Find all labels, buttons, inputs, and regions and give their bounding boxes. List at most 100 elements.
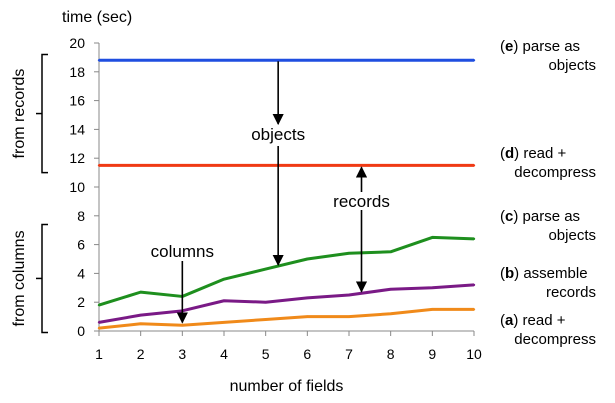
data-point-b [389, 288, 392, 291]
data-point-d [222, 164, 226, 167]
data-point-b [264, 301, 267, 304]
data-point-e [222, 59, 226, 62]
x-tick-label: 5 [262, 346, 270, 362]
data-point-a [264, 318, 267, 321]
legend-label-c: (c) parse as [500, 208, 580, 225]
y-tick-label: 16 [69, 93, 85, 109]
legend-line1: read + [523, 145, 566, 162]
x-axis-title: number of fields [230, 378, 344, 395]
x-tick-label: 6 [303, 346, 311, 362]
columns-label: columns [151, 242, 214, 261]
data-point-d [264, 164, 267, 167]
legend-line1: assemble [523, 265, 587, 282]
data-point-c [472, 237, 476, 241]
data-point-e [264, 59, 267, 62]
data-point-a [181, 324, 184, 327]
legend-letter: e [505, 38, 513, 55]
y-tick-label: 6 [77, 237, 85, 253]
y-tick-label: 2 [77, 294, 85, 310]
series-lines [97, 58, 476, 330]
legend-line1: parse as [523, 38, 581, 55]
x-tick-label: 7 [345, 346, 353, 362]
x-tick-label: 2 [137, 346, 145, 362]
data-point-d [472, 164, 476, 167]
y-tick-label: 20 [69, 35, 85, 51]
data-point-a [347, 315, 351, 318]
data-point-d [139, 164, 142, 167]
data-point-e [347, 59, 351, 62]
from-records-bracket [41, 53, 48, 174]
data-point-b [431, 286, 434, 289]
legend-letter: c [505, 208, 513, 225]
data-point-c [389, 250, 392, 253]
data-point-d [97, 164, 101, 167]
legend-label-d: (d) read + [500, 145, 567, 162]
x-tick-label: 1 [95, 346, 103, 362]
series-line-b [98, 283, 475, 324]
legend-letter: d [505, 145, 514, 162]
data-point-c [306, 257, 309, 261]
legend-label-b: (b) assemble [500, 265, 588, 282]
from-records-label: from records [11, 69, 28, 159]
legend: (e) parse as objects (d) read + decompress (… [500, 38, 596, 348]
legend-line2-d: decompress [514, 164, 596, 181]
y-tick-label: 4 [77, 265, 85, 281]
x-tick-label: 4 [220, 346, 228, 362]
y-tick-label: 18 [69, 64, 85, 80]
y-tick-label: 0 [77, 323, 85, 339]
legend-line1: parse as [523, 208, 581, 225]
y-tick-label: 8 [77, 208, 85, 224]
data-point-d [306, 164, 309, 167]
objects-label: objects [251, 125, 305, 144]
data-point-e [472, 59, 476, 62]
from-columns-bracket [41, 223, 48, 334]
data-point-a [306, 315, 309, 318]
from-columns-label: from columns [11, 230, 28, 326]
y-tick-label: 10 [69, 179, 85, 195]
series-line-a [98, 307, 474, 330]
data-point-c [139, 290, 142, 294]
y-axis-title: time (sec) [62, 9, 132, 26]
records-label: records [333, 192, 390, 211]
data-point-a [139, 322, 142, 325]
data-point-a [431, 308, 434, 311]
data-point-c [264, 267, 267, 271]
data-point-a [389, 312, 392, 315]
data-point-b [139, 313, 142, 317]
data-point-d [431, 164, 434, 167]
annotations: objects records columns from records from co… [11, 53, 390, 334]
data-point-d [389, 164, 392, 167]
data-point-c [431, 236, 434, 239]
legend-letter: a [505, 312, 514, 329]
data-point-e [431, 59, 434, 62]
legend-letter: b [505, 265, 514, 282]
data-point-a [472, 308, 476, 311]
data-point-d [347, 164, 351, 167]
x-tick-label: 10 [466, 346, 482, 362]
data-point-b [472, 283, 476, 287]
legend-label-a: (a) read + [500, 312, 566, 329]
data-point-e [139, 59, 142, 62]
data-point-e [306, 59, 309, 62]
data-point-b [347, 293, 351, 297]
data-point-b [97, 321, 101, 324]
legend-line2-c: objects [548, 227, 596, 244]
data-point-e [181, 59, 184, 62]
data-point-e [97, 59, 101, 62]
legend-line2-e: objects [548, 57, 596, 74]
data-point-c [222, 277, 226, 281]
legend-line2-b: records [546, 284, 596, 301]
data-point-b [222, 299, 226, 302]
data-point-c [97, 303, 101, 307]
legend-line1: read + [523, 312, 566, 329]
x-tick-label: 3 [178, 346, 186, 362]
data-point-b [306, 296, 309, 300]
data-point-c [347, 252, 351, 255]
x-tick-label: 9 [428, 346, 436, 362]
data-point-a [222, 321, 226, 324]
data-point-d [181, 164, 184, 167]
y-tick-label: 14 [69, 121, 85, 137]
data-point-a [97, 326, 101, 330]
